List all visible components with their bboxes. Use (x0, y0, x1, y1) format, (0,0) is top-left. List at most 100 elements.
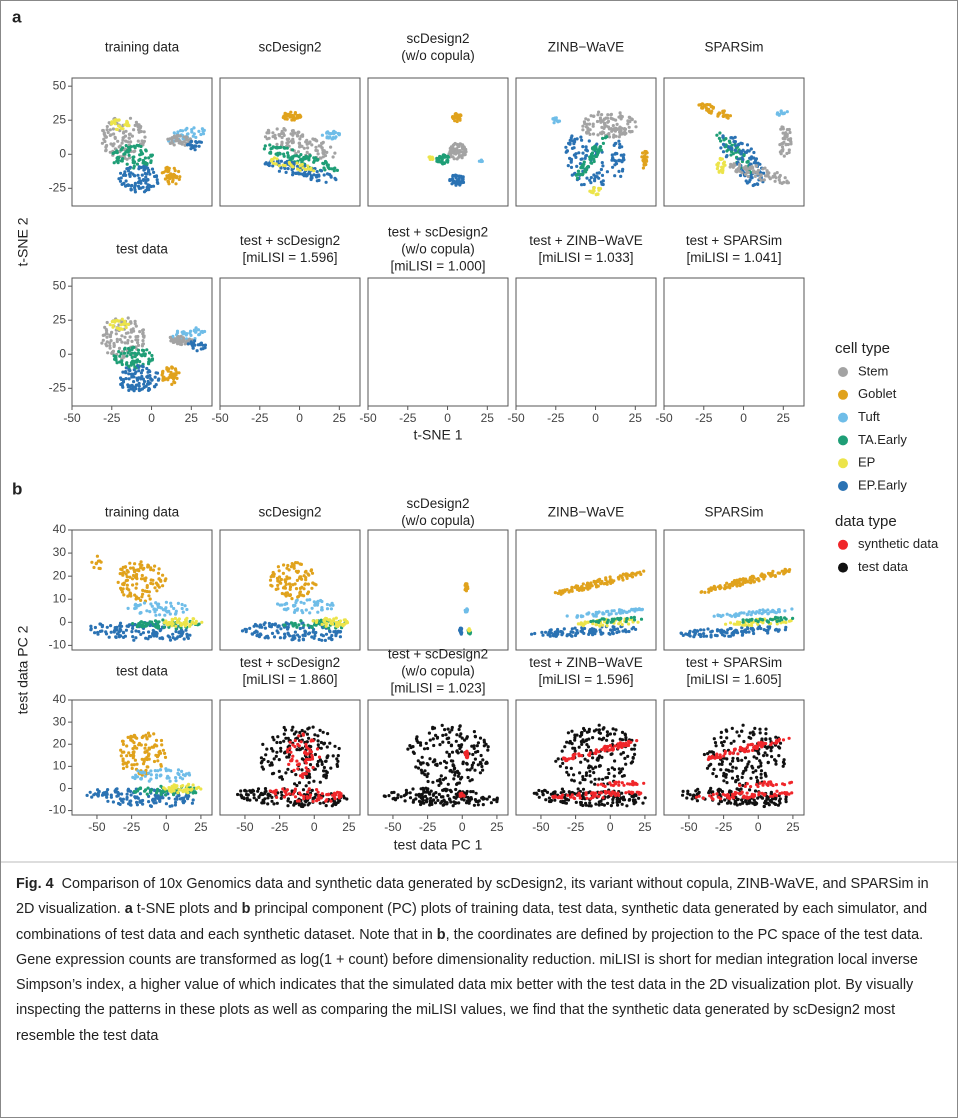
point (591, 756, 595, 760)
point (315, 762, 319, 767)
y-tick-label: 10 (53, 759, 67, 773)
point (327, 626, 331, 630)
point (185, 635, 189, 639)
point (611, 727, 615, 731)
point (159, 579, 163, 583)
point (486, 748, 490, 752)
point (150, 358, 154, 362)
point (197, 129, 201, 133)
point (102, 333, 107, 337)
point (150, 604, 154, 608)
point (134, 629, 138, 633)
point (151, 622, 155, 627)
point (321, 161, 325, 165)
point (426, 779, 430, 784)
point (448, 769, 452, 773)
point (447, 797, 452, 801)
point (125, 120, 129, 125)
point-cloud (85, 731, 203, 809)
point (330, 804, 334, 808)
point (115, 361, 119, 365)
point (142, 566, 146, 570)
point (451, 155, 455, 159)
point (163, 751, 167, 756)
point (601, 164, 605, 168)
point (171, 377, 176, 381)
point (606, 609, 610, 614)
point (143, 156, 147, 160)
point (89, 628, 93, 632)
point (130, 134, 134, 138)
point (737, 167, 741, 171)
point (186, 142, 190, 146)
point (178, 338, 182, 343)
point (315, 799, 319, 803)
point (120, 141, 124, 145)
point (169, 601, 173, 605)
point (144, 788, 148, 792)
point (128, 561, 132, 565)
point (457, 154, 462, 158)
point (320, 133, 324, 137)
point (275, 629, 279, 633)
plot-title: training data (105, 505, 180, 520)
point (164, 169, 168, 173)
point (304, 140, 308, 144)
point (464, 801, 469, 805)
point (128, 335, 132, 339)
point (627, 119, 631, 123)
point (575, 615, 579, 619)
point (130, 347, 134, 352)
point (188, 624, 192, 628)
point (465, 761, 469, 765)
point (445, 750, 449, 754)
point (317, 178, 321, 182)
point (450, 728, 454, 732)
point (304, 742, 308, 747)
point (123, 319, 127, 323)
point (594, 728, 599, 732)
point-cloud (240, 561, 350, 643)
point (108, 128, 112, 132)
point (121, 573, 125, 577)
point (124, 366, 128, 370)
point (746, 170, 750, 174)
point (321, 151, 325, 156)
point (596, 133, 600, 137)
point (765, 169, 769, 173)
point (584, 145, 588, 149)
point (612, 774, 616, 778)
point (422, 747, 427, 751)
point (451, 143, 455, 147)
point (298, 137, 302, 141)
point (586, 745, 591, 749)
point (119, 748, 123, 752)
point (121, 759, 125, 763)
point (266, 760, 270, 764)
point (265, 747, 269, 751)
point (608, 575, 612, 579)
point (133, 183, 137, 188)
point (178, 175, 182, 179)
point (276, 735, 280, 739)
point (136, 338, 140, 342)
point (298, 115, 302, 119)
point (120, 159, 124, 163)
point (554, 759, 558, 763)
point (729, 136, 733, 140)
point (129, 187, 133, 191)
point (139, 566, 143, 570)
point (163, 755, 168, 760)
point (719, 146, 723, 150)
point (131, 635, 135, 639)
point (153, 375, 157, 379)
point (711, 586, 716, 590)
point (130, 339, 134, 343)
point (446, 794, 450, 798)
point (101, 338, 105, 342)
point (313, 631, 317, 635)
point (756, 182, 760, 186)
point (585, 148, 589, 152)
point (628, 574, 632, 578)
point (186, 342, 190, 346)
